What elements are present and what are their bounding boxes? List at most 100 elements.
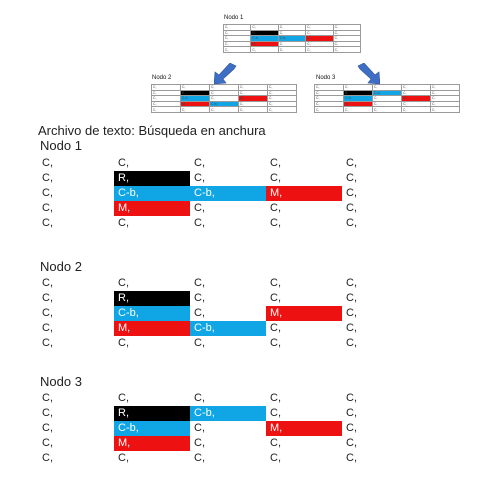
node-grid-cell: C, <box>194 437 205 449</box>
node-grid-cell: C, <box>270 437 281 449</box>
node-grid-cell: C, <box>194 392 205 404</box>
node-grid-cell: C-b, <box>190 186 266 201</box>
diagram-grid-cell: C, <box>267 100 297 108</box>
node-grid-cell: C, <box>194 157 205 169</box>
node-grid-cell: C, <box>42 187 53 199</box>
node-grid-cell: C, <box>42 452 53 464</box>
node-grid-cell: C, <box>42 202 53 214</box>
node-grid-row: C, C-b, C, M, C, <box>38 421 418 436</box>
diagram-grid-cell: C, <box>343 106 373 113</box>
node-grid-row: C, C, C, C, C, <box>38 216 418 231</box>
diagram-grid-row: C, M, C, C, C, <box>314 100 460 108</box>
node-grid-cell: C, <box>346 392 357 404</box>
node-grid-cell: C, <box>346 217 357 229</box>
diagram-grid-cell: C, <box>430 106 460 113</box>
node-grid-cell: C, <box>346 437 357 449</box>
node-grid-cell: C, <box>346 452 357 464</box>
diagram-grid-cell: C, <box>372 106 402 113</box>
node-grid-cell: C, <box>270 172 281 184</box>
node-grid-cell: C, <box>194 337 205 349</box>
diagram-grid-cell: C, <box>267 106 297 113</box>
diagram-grid-cell: C, <box>267 89 297 97</box>
diagram-node3-title: Nodo 3 <box>316 75 336 81</box>
node-grid-cell: C, <box>270 337 281 349</box>
diagram-node2-title: Nodo 2 <box>152 75 172 81</box>
node-grid-cell: C-b, <box>190 321 266 336</box>
node1-table: C, C, C, C, C, C, R, C, C, C, C, C-b, C-b, M, C, C, M, C,… <box>38 156 418 231</box>
node-grid-cell: C, <box>346 307 357 319</box>
node-grid-cell: C, <box>270 292 281 304</box>
diagram-node1-title: Nodo 1 <box>224 15 244 21</box>
node-grid-row: C, R, C, C, C, <box>38 171 418 186</box>
diagram-node1-grid: C, C, C, C, C, C, R, C, C, C, C, C-b, C-b, M, C, C, M, C,… <box>222 24 362 53</box>
node-grid-row: C, C, C, C, C, <box>38 391 418 406</box>
diagram-grid-row: C, C, C, C, C, <box>151 84 297 91</box>
node-grid-cell: M, <box>114 201 190 216</box>
node-grid-row: C, C, C, C, C, <box>38 451 418 466</box>
document-heading: Archivo de texto: Búsqueda en anchura <box>38 123 266 138</box>
node-grid-row: C, R, C, C, C, <box>38 291 418 306</box>
node-grid-cell: C-b, <box>114 421 190 436</box>
node-grid-row: C, C-b, C, M, C, <box>38 306 418 321</box>
node-grid-cell: C, <box>194 202 205 214</box>
node-grid-cell: C, <box>42 422 53 434</box>
node-grid-cell: C, <box>42 157 53 169</box>
diagram-grid-cell: C, <box>209 106 239 113</box>
node-grid-cell: R, <box>114 171 190 186</box>
diagram-grid-cell: C, <box>180 106 210 113</box>
node-grid-cell: C, <box>42 407 53 419</box>
node-grid-cell: C-b, <box>114 186 190 201</box>
diagram-grid-cell: C, <box>151 106 181 113</box>
node-grid-row: C, M, C, C, C, <box>38 201 418 216</box>
node-grid-cell: C, <box>346 172 357 184</box>
diagram-grid-row: C, R, C, C, C, <box>151 89 297 97</box>
node-grid-row: C, C, C, C, C, <box>38 336 418 351</box>
diagram-grid-cell: C, <box>430 84 460 91</box>
node-grid-cell: C-b, <box>190 406 266 421</box>
node-grid-cell: C, <box>270 277 281 289</box>
node-grid-cell: C, <box>194 422 205 434</box>
diagram-grid-cell: C, <box>250 46 279 53</box>
node-grid-cell: C, <box>270 157 281 169</box>
node-grid-cell: C, <box>194 277 205 289</box>
diagram-grid-row: C, C-b, C, M, C, <box>151 95 297 102</box>
node-grid-cell: C, <box>346 337 357 349</box>
node-grid-cell: C, <box>270 322 281 334</box>
node-grid-cell: C, <box>42 322 53 334</box>
node-grid-cell: C, <box>346 422 357 434</box>
diagram-grid-cell: C, <box>430 100 460 108</box>
arrow-down-left-icon <box>214 63 237 85</box>
node-grid-cell: M, <box>114 436 190 451</box>
node-grid-cell: C, <box>118 217 129 229</box>
node-grid-cell: C, <box>270 202 281 214</box>
diagram-grid-cell: C, <box>238 106 268 113</box>
diagram-grid-cell: C, <box>277 46 307 53</box>
diagram-node2-grid: C, C, C, C, C, C, R, C, C, C, C, C-b, C, M, C, C, M, C-b,… <box>151 84 297 113</box>
node-grid-cell: C, <box>42 172 53 184</box>
diagram-grid-cell: C, <box>401 106 431 113</box>
node-grid-row: C, C, C, C, C, <box>38 156 418 171</box>
node-grid-cell: C, <box>118 452 129 464</box>
node-grid-cell: C, <box>346 157 357 169</box>
node-grid-cell: C, <box>194 452 205 464</box>
node-grid-cell: C, <box>194 217 205 229</box>
node-grid-row: C, M, C, C, C, <box>38 436 418 451</box>
diagram-grid-row: C, R, C-b, C, C, <box>314 89 460 97</box>
node-grid-cell: C, <box>346 292 357 304</box>
node1-heading: Nodo 1 <box>40 138 82 153</box>
diagram-grid-row: C, C, C, C, C, <box>222 24 362 31</box>
node-grid-cell: M, <box>266 186 342 201</box>
node-grid-cell: C, <box>118 157 129 169</box>
node-grid-row: C, C, C, C, C, <box>38 276 418 291</box>
node-grid-cell: C, <box>346 202 357 214</box>
diagram-grid-row: C, R, C, C, C, <box>222 29 362 37</box>
diagram-grid-cell: C, <box>222 46 252 53</box>
diagram-grid-cell: C, <box>314 106 344 113</box>
node-grid-cell: C, <box>42 217 53 229</box>
diagram-grid-row: C, M, C-b, C, C, <box>151 100 297 108</box>
node-grid-row: C, C-b, C-b, M, C, <box>38 186 418 201</box>
node-grid-cell: C, <box>42 292 53 304</box>
diagram-grid-cell: C, <box>430 95 460 102</box>
node-grid-cell: C, <box>346 187 357 199</box>
diagram-grid-cell: C, <box>430 89 460 97</box>
